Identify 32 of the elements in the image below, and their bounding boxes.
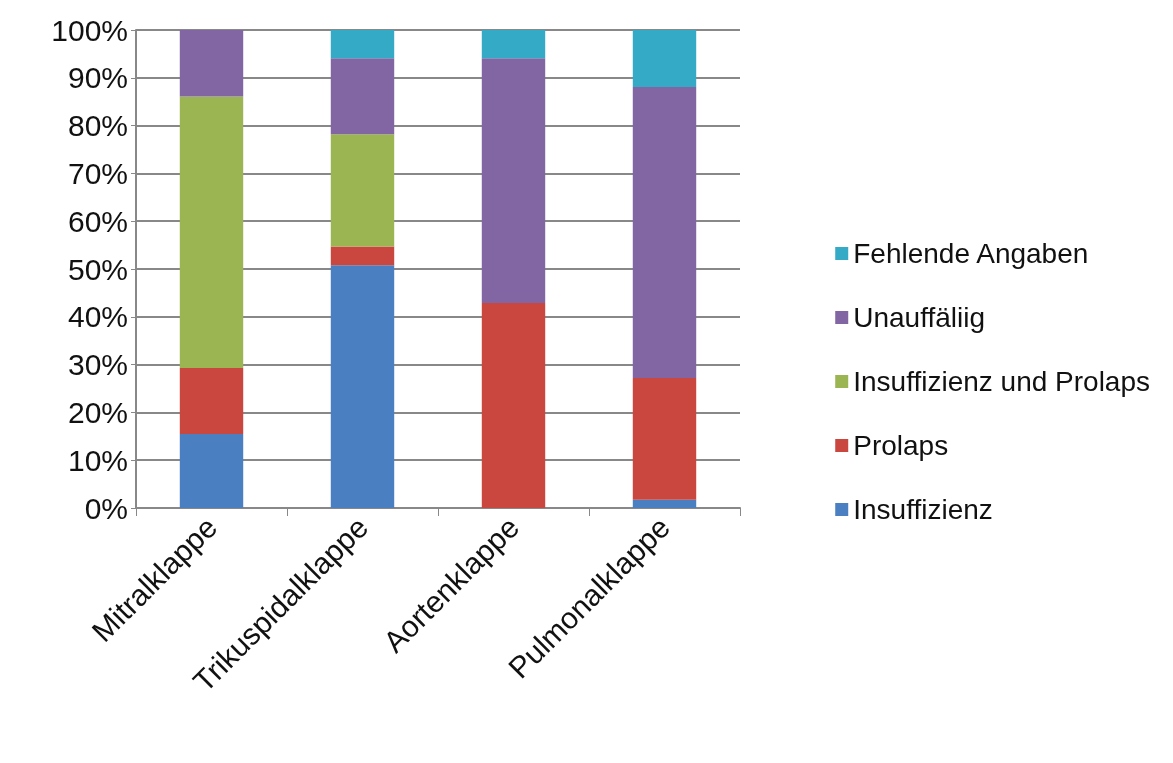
y-tick-label: 50% bbox=[67, 252, 128, 286]
bar bbox=[330, 58, 395, 135]
y-tick-label: 30% bbox=[67, 348, 128, 382]
y-tick-label: 10% bbox=[67, 443, 128, 477]
bar bbox=[330, 265, 395, 508]
bar bbox=[179, 433, 244, 508]
bar bbox=[632, 30, 697, 87]
bar bbox=[179, 30, 244, 97]
bar bbox=[179, 367, 244, 434]
bar bbox=[481, 58, 546, 303]
y-tick-label: 40% bbox=[67, 300, 128, 334]
y-tick-label: 100% bbox=[51, 13, 128, 47]
bar bbox=[179, 96, 244, 368]
y-tick-label: 90% bbox=[67, 61, 128, 95]
bar bbox=[632, 86, 697, 378]
bar bbox=[481, 30, 546, 59]
legend-label: Unauffäliig bbox=[853, 302, 986, 333]
legend-label: Prolaps bbox=[853, 430, 949, 461]
y-tick-label: 60% bbox=[67, 204, 128, 238]
y-tick-label: 80% bbox=[67, 109, 128, 143]
bar bbox=[330, 30, 395, 59]
bar bbox=[330, 134, 395, 247]
legend-label: Insuffizienz und Prolaps bbox=[853, 366, 1151, 397]
y-tick-label: 0% bbox=[84, 491, 128, 525]
legend-label: Fehlende Angaben bbox=[853, 238, 1089, 269]
bar bbox=[330, 246, 395, 266]
legend-label: Insuffizienz bbox=[853, 494, 993, 525]
y-tick-label: 70% bbox=[67, 156, 128, 190]
bar bbox=[632, 377, 697, 500]
bar bbox=[481, 302, 546, 508]
bar bbox=[632, 499, 697, 508]
y-tick-label: 20% bbox=[67, 395, 128, 429]
